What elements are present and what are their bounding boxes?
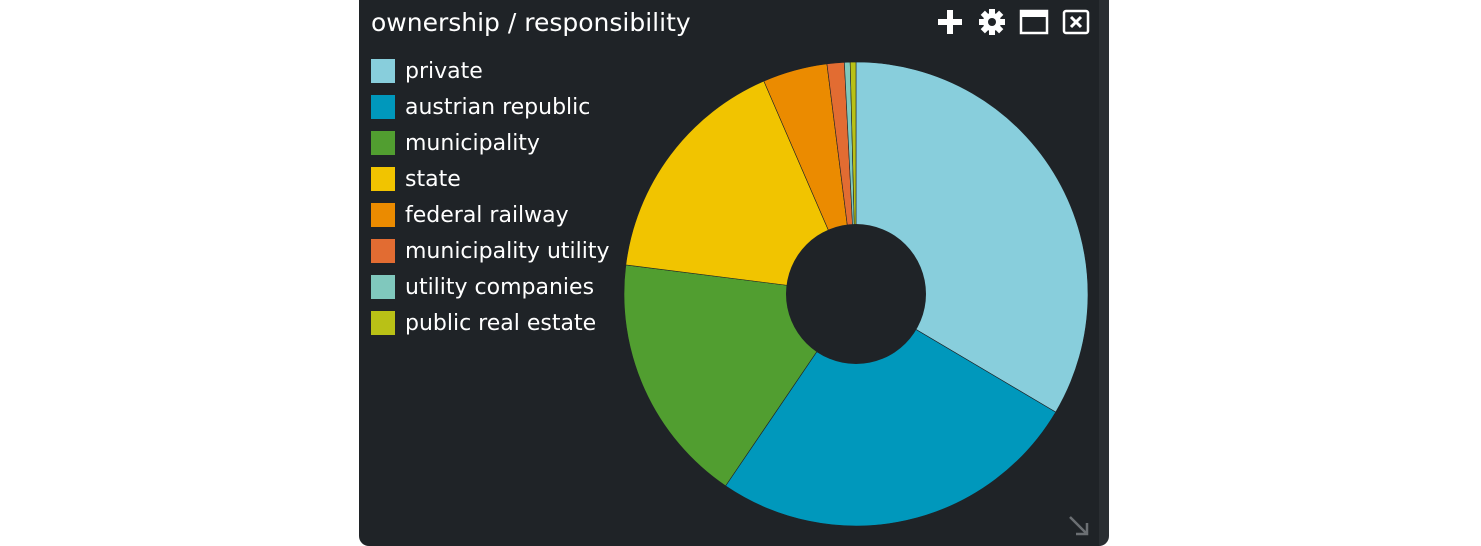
widget-toolbar xyxy=(935,6,1091,38)
legend-item[interactable]: private xyxy=(371,53,610,89)
legend-label: austrian republic xyxy=(405,94,591,120)
legend-label: public real estate xyxy=(405,310,597,336)
legend-item[interactable]: municipality xyxy=(371,125,610,161)
legend-label: federal railway xyxy=(405,202,569,228)
pie-slice-state[interactable] xyxy=(625,80,857,295)
legend-label: municipality xyxy=(405,130,540,156)
legend-item[interactable]: federal railway xyxy=(371,197,610,233)
legend-item[interactable]: public real estate xyxy=(371,305,610,341)
close-icon[interactable] xyxy=(1061,7,1091,37)
legend-label: utility companies xyxy=(405,274,595,300)
chart-legend: private austrian republic municipality s… xyxy=(371,53,610,341)
legend-label: municipality utility xyxy=(405,238,610,264)
legend-item[interactable]: municipality utility xyxy=(371,233,610,269)
legend-swatch xyxy=(371,275,395,299)
maximize-icon[interactable] xyxy=(1019,7,1049,37)
legend-swatch xyxy=(371,167,395,191)
legend-item[interactable]: austrian republic xyxy=(371,89,610,125)
legend-swatch xyxy=(371,311,395,335)
chart-widget: ownership / responsibility xyxy=(359,0,1109,546)
legend-swatch xyxy=(371,95,395,119)
pie-slice-austrian-republic[interactable] xyxy=(725,293,1057,527)
legend-swatch xyxy=(371,203,395,227)
donut-chart xyxy=(623,61,1089,527)
gear-icon[interactable] xyxy=(977,7,1007,37)
legend-item[interactable]: state xyxy=(371,161,610,197)
legend-label: private xyxy=(405,58,483,84)
widget-title: ownership / responsibility xyxy=(371,8,691,37)
legend-swatch xyxy=(371,59,395,83)
legend-item[interactable]: utility companies xyxy=(371,269,610,305)
plus-icon[interactable] xyxy=(935,7,965,37)
legend-swatch xyxy=(371,239,395,263)
legend-swatch xyxy=(371,131,395,155)
resize-icon[interactable] xyxy=(1067,514,1091,538)
donut-hole xyxy=(786,224,926,364)
legend-label: state xyxy=(405,166,461,192)
